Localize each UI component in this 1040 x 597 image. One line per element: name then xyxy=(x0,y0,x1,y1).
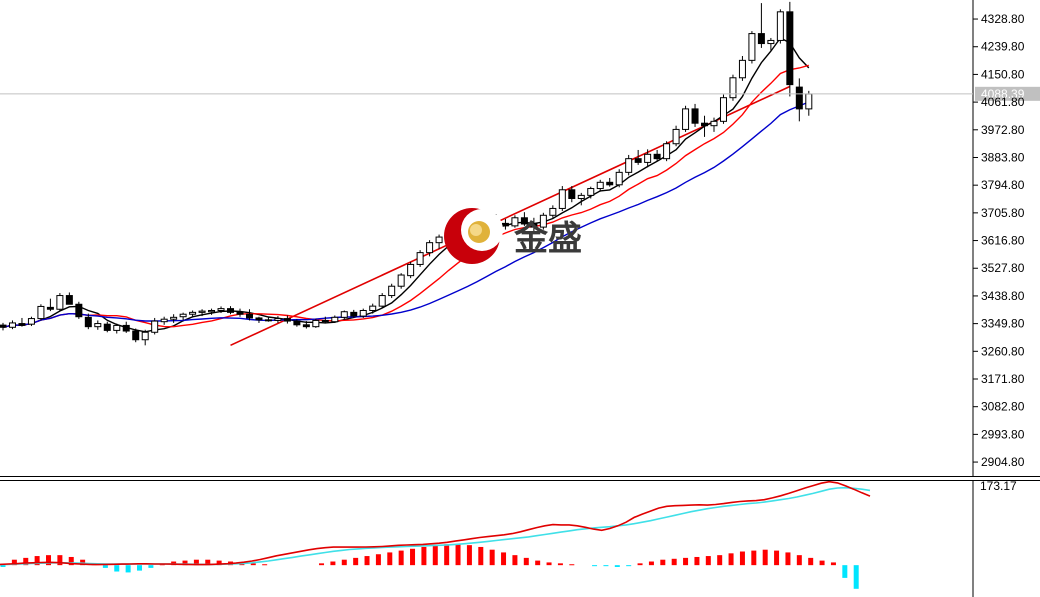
candle xyxy=(398,273,404,289)
macd-panel-frame xyxy=(0,481,1040,597)
macd-histogram-bar xyxy=(558,563,563,565)
price-axis-tick-label: 3972.80 xyxy=(981,123,1025,137)
macd-histogram-bar xyxy=(842,565,847,578)
price-axis-tick-label: 3794.80 xyxy=(981,178,1025,192)
macd-histogram-bar xyxy=(831,562,836,565)
macd-histogram-bar xyxy=(421,547,426,565)
candle xyxy=(720,95,726,124)
macd-histogram-bar xyxy=(638,563,643,565)
candle xyxy=(76,302,82,319)
price-axis-tick-label: 4239.80 xyxy=(981,40,1025,54)
macd-histogram-bar xyxy=(694,557,699,565)
macd-histogram-bar xyxy=(444,544,449,565)
macd-histogram-bar xyxy=(478,547,483,565)
macd-histogram-bar xyxy=(615,565,620,567)
macd-histogram-bar xyxy=(490,550,495,565)
candle xyxy=(616,169,622,187)
candle xyxy=(57,293,63,311)
price-axis: 4328.80 4239.80 4150.80 4061.80 3972.80 3883.… xyxy=(973,12,1025,469)
price-axis-tick-label: 4150.80 xyxy=(981,67,1025,81)
price-axis-tick-label: 3349.80 xyxy=(981,317,1025,331)
macd-histogram-bar xyxy=(524,558,529,565)
macd-histogram-bar xyxy=(330,562,335,566)
macd-histogram-bar xyxy=(717,555,722,565)
macd-histogram-bar xyxy=(626,565,631,566)
candle xyxy=(664,141,670,161)
candle xyxy=(730,75,736,101)
price-axis-tick-label: 3705.80 xyxy=(981,206,1025,220)
macd-histogram-bar xyxy=(649,562,654,566)
macd-histogram-bar xyxy=(808,558,813,565)
macd-histogram-bar xyxy=(456,544,461,565)
macd-histogram-bar xyxy=(399,551,404,566)
price-axis-tick-label: 4328.80 xyxy=(981,12,1025,26)
candle xyxy=(389,284,395,298)
candle xyxy=(38,304,44,320)
price-axis-tick-label: 4061.80 xyxy=(981,95,1025,109)
macd-histogram-bar xyxy=(535,561,540,566)
macd-histogram-bar xyxy=(672,559,677,565)
candle xyxy=(787,2,793,97)
macd-histogram-bar xyxy=(376,554,381,565)
macd-histogram-bar xyxy=(660,560,665,565)
macd-histogram-bar xyxy=(353,558,358,565)
price-axis-tick-label: 3082.80 xyxy=(981,400,1025,414)
macd-histogram-bar xyxy=(683,558,688,565)
candle xyxy=(133,329,139,343)
macd-histogram-bar xyxy=(114,565,119,571)
macd-histogram-bar xyxy=(751,551,756,566)
price-axis-tick-label: 2993.80 xyxy=(981,427,1025,441)
price-axis-tick-label: 3616.80 xyxy=(981,234,1025,248)
macd-histogram-bar xyxy=(137,565,142,570)
price-axis-tick-label: 3527.80 xyxy=(981,261,1025,275)
macd-histogram-bar xyxy=(148,565,153,568)
candle xyxy=(683,106,689,132)
macd-histogram-bar xyxy=(706,556,711,565)
price-axis-tick-label: 2904.80 xyxy=(981,455,1025,469)
macd-histogram-bar xyxy=(763,550,768,565)
candle xyxy=(777,9,783,43)
macd-histogram-bar xyxy=(387,552,392,565)
macd-histogram-bar xyxy=(592,565,597,566)
macd-histogram-layer xyxy=(1,544,859,589)
macd-histogram-bar xyxy=(126,565,131,572)
macd-histogram-bar xyxy=(569,564,574,565)
price-axis-tick-label: 3171.80 xyxy=(981,372,1025,386)
macd-histogram-bar xyxy=(319,563,324,565)
macd-histogram-bar xyxy=(854,565,859,589)
macd-histogram-bar xyxy=(501,552,506,565)
svg-text:金盛: 金盛 xyxy=(513,219,582,259)
macd-histogram-bar xyxy=(820,561,825,566)
macd-histogram-bar xyxy=(410,549,415,565)
macd-histogram-bar xyxy=(603,565,608,566)
macd-histogram-bar xyxy=(342,560,347,565)
price-axis-tick-label: 3260.80 xyxy=(981,344,1025,358)
macd-histogram-bar xyxy=(729,553,734,565)
candle xyxy=(417,250,423,267)
macd-histogram-bar xyxy=(512,555,517,565)
macd-histogram-bar xyxy=(365,556,370,565)
macd-histogram-bar xyxy=(433,545,438,565)
macd-histogram-bar xyxy=(262,564,267,565)
price-axis-tick-label: 3883.80 xyxy=(981,150,1025,164)
candle xyxy=(313,319,319,328)
candle xyxy=(360,309,366,318)
macd-histogram-bar xyxy=(785,552,790,565)
macd-axis-label: 173.17 xyxy=(980,479,1017,493)
macd-histogram-bar xyxy=(774,551,779,566)
macd-histogram-bar xyxy=(103,565,108,568)
macd-histogram-bar xyxy=(547,562,552,565)
candle xyxy=(559,186,565,211)
candle xyxy=(408,262,414,278)
candle xyxy=(749,31,755,63)
macd-histogram-bar xyxy=(797,555,802,565)
candle xyxy=(379,293,385,308)
macd-histogram-bar xyxy=(467,545,472,565)
price-axis-tick-label: 3438.80 xyxy=(981,289,1025,303)
macd-histogram-bar xyxy=(740,552,745,566)
candle xyxy=(28,317,34,326)
